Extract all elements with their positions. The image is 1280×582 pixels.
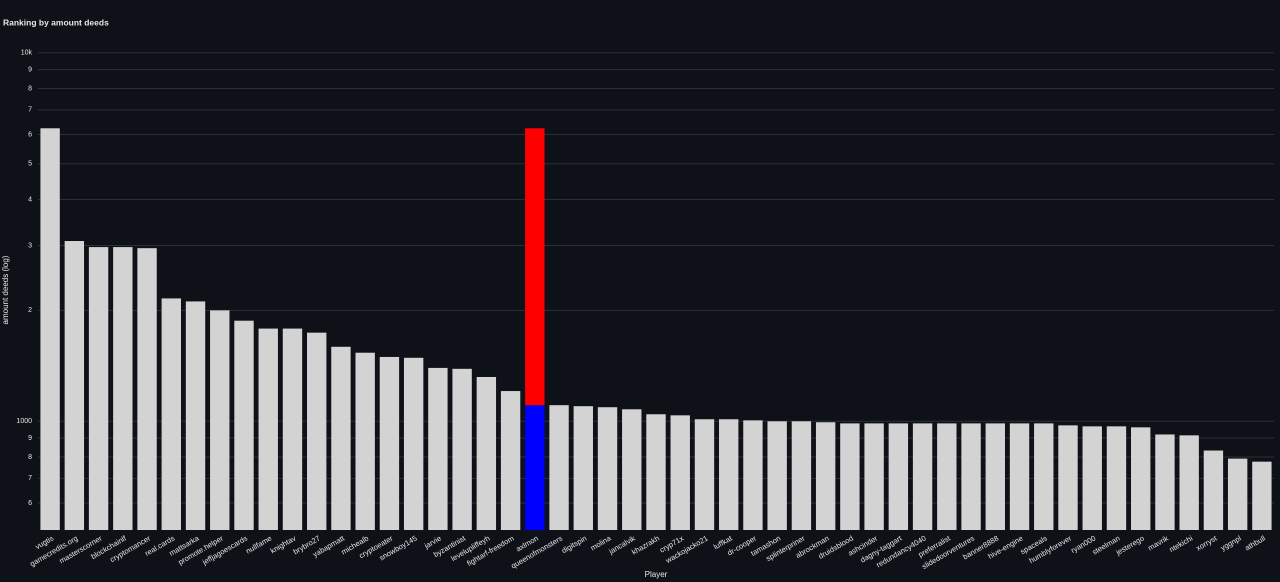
bar — [719, 419, 739, 530]
bar — [961, 423, 981, 530]
y-tick-label: 9 — [28, 67, 32, 74]
y-tick-label: 10k — [21, 50, 33, 57]
bar — [88, 247, 109, 530]
bar — [1106, 426, 1127, 530]
bar — [161, 298, 181, 530]
bar — [1155, 434, 1175, 530]
bar — [113, 247, 133, 530]
y-tick-label: 8 — [28, 454, 32, 461]
bar — [549, 405, 569, 530]
bar — [379, 356, 400, 530]
bar — [258, 328, 278, 530]
bar — [40, 128, 60, 531]
bar — [815, 422, 836, 530]
bar — [137, 248, 157, 531]
bar — [1082, 426, 1102, 530]
bar — [428, 367, 448, 530]
bar — [694, 419, 715, 530]
y-tick-label: 9 — [28, 435, 32, 442]
bar — [937, 423, 957, 530]
bar — [597, 407, 618, 530]
y-tick-label: 8 — [28, 85, 32, 92]
bar — [403, 357, 424, 530]
bar — [64, 241, 85, 530]
bar — [888, 423, 909, 530]
y-tick-label: 7 — [28, 475, 32, 482]
bar — [1227, 458, 1248, 530]
y-tick-label: 6 — [28, 500, 32, 507]
bar — [670, 415, 690, 530]
bar — [985, 423, 1005, 530]
bar — [912, 423, 933, 530]
y-tick-label: 1000 — [16, 418, 32, 425]
bar — [840, 423, 860, 530]
bar — [476, 376, 497, 530]
bar — [452, 368, 472, 530]
bar — [525, 128, 545, 406]
bar — [622, 409, 642, 530]
bar — [234, 320, 254, 530]
bar — [210, 310, 230, 530]
bar — [1058, 425, 1078, 530]
bar — [1179, 435, 1199, 530]
bar — [331, 346, 351, 530]
bar — [791, 421, 812, 530]
bar — [573, 406, 593, 530]
bar — [864, 423, 884, 530]
y-tick-label: 5 — [28, 161, 32, 168]
bar — [185, 301, 206, 530]
bar — [355, 352, 375, 530]
y-tick-label: 3 — [28, 242, 32, 249]
bar — [743, 420, 763, 530]
bar — [525, 405, 545, 530]
y-tick-label: 7 — [28, 107, 32, 114]
bar — [1252, 461, 1272, 530]
y-tick-label: 4 — [28, 196, 32, 203]
bar — [282, 328, 303, 530]
x-axis-label: Player — [645, 570, 668, 579]
bar — [646, 414, 666, 530]
y-tick-label: 2 — [28, 307, 32, 314]
bar — [307, 332, 327, 530]
y-tick-label: 6 — [28, 131, 32, 138]
bar — [1131, 427, 1151, 530]
bar — [1203, 450, 1224, 530]
bar — [500, 391, 521, 530]
bar — [1009, 423, 1030, 530]
bar — [1034, 423, 1054, 530]
bar — [767, 421, 787, 530]
chart-title: Ranking by amount deeds — [3, 17, 109, 27]
y-axis-label: amount deeds (log) — [1, 255, 10, 324]
